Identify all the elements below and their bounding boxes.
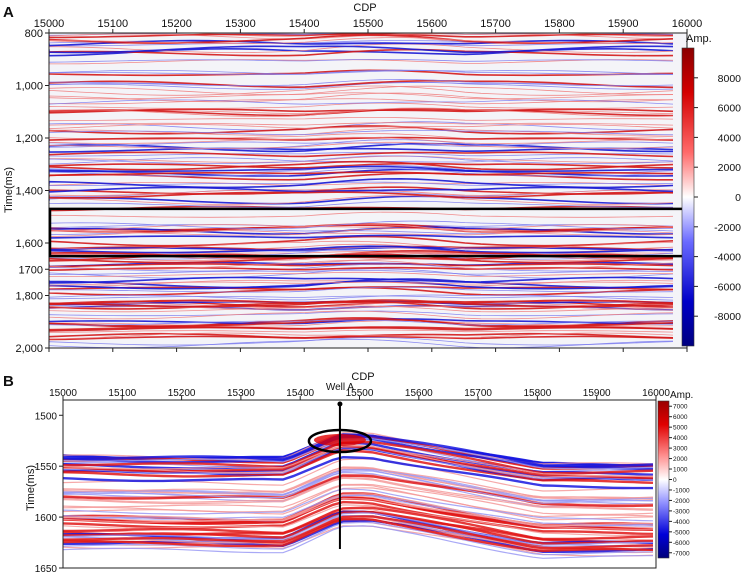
- panel-a-colorbar-tick-label: 2000: [718, 162, 742, 174]
- panel-b-x-title: CDP: [351, 371, 374, 383]
- panel-b-anomaly-ellipse: [307, 428, 373, 454]
- panel-a-x-tick-label: 15400: [289, 18, 320, 30]
- panel-a-y-tick-label: 1,400: [15, 186, 43, 198]
- panel-b-letter: B: [3, 373, 14, 390]
- panel-b-colorbar-tick-label: -7000: [673, 550, 690, 557]
- panel-b-y-tick-label: 1500: [35, 411, 58, 422]
- panel-b-x-tick-label: 15400: [286, 388, 314, 399]
- panel-b-x-tick-label: 15700: [464, 388, 492, 399]
- panel-a-x-tick-label: 15600: [417, 18, 448, 30]
- panel-b-colorbar-title: Amp.: [670, 390, 693, 401]
- panel-b-colorbar-tick-label: -3000: [673, 508, 690, 515]
- panel-a-colorbar: [681, 47, 695, 347]
- panel-a-x-tick-label: 15300: [225, 18, 256, 30]
- panel-b-x-tick-label: 15800: [523, 388, 551, 399]
- panel-b-x-tick-label: 15000: [49, 388, 77, 399]
- panel-b-seismic-section: [63, 432, 654, 559]
- panel-a-colorbar-tick-label: 4000: [718, 132, 742, 144]
- panel-b-y-title: Time(ms): [25, 465, 37, 511]
- panel-a-y-tick-label: 800: [25, 28, 43, 40]
- panel-b-colorbar-tick-label: 4000: [673, 435, 688, 442]
- panel-a-y-tick-label: 1,800: [15, 291, 43, 303]
- panel-b-colorbar-tick-label: -2000: [673, 498, 690, 505]
- panel-b-y-tick-label: 1550: [35, 462, 58, 473]
- panel-a-x-tick-label: 15000: [34, 18, 65, 30]
- panel-b-x-tick-label: 15900: [583, 388, 611, 399]
- panel-b-y-tick-label: 1600: [35, 513, 58, 524]
- panel-a-seismic-section: [49, 33, 687, 348]
- panel-b-colorbar-tick-label: 1000: [673, 467, 688, 474]
- panel-a-y-tick-label: 1,000: [15, 81, 43, 93]
- panel-a-colorbar-title: Amp.: [686, 33, 712, 45]
- panel-b-colorbar-tick-label: 0: [673, 477, 677, 484]
- panel-a-colorbar-tick-label: -8000: [714, 311, 741, 323]
- panel-a-x-tick-label: 16000: [672, 18, 703, 30]
- panel-a-y-tick-label: 2,000: [15, 343, 43, 355]
- panel-b-x-tick-label: 15100: [108, 388, 136, 399]
- panel-a-x-tick-label: 15500: [353, 18, 384, 30]
- panel-a-x-tick-label: 15800: [544, 18, 575, 30]
- panel-b-colorbar-tick-label: 7000: [673, 404, 688, 411]
- well-a-label: Well A: [326, 382, 354, 393]
- panel-b-colorbar-tick-label: 6000: [673, 414, 688, 421]
- panel-b-x-tick-label: 15200: [168, 388, 196, 399]
- panel-b-colorbar-tick-label: 2000: [673, 456, 688, 463]
- panel-b-colorbar-tick-label: -6000: [673, 540, 690, 547]
- panel-a-colorbar-tick-label: -6000: [714, 281, 741, 293]
- panel-b-axes: 15000 15100 15200 15300 15400 15500 15600 15700…: [35, 388, 671, 575]
- panel-b-colorbar-tick-label: 5000: [673, 425, 688, 432]
- panel-a-x-tick-label: 15900: [608, 18, 639, 30]
- panel-a-colorbar-tick-label: -4000: [714, 252, 741, 264]
- panel-a-colorbar-ticks: 8000 6000 4000 2000 0 -2000 -4000 -6000 -8000: [694, 73, 741, 323]
- panel-b-x-tick-label: 16000: [642, 388, 670, 399]
- panel-b-colorbar-tick-label: 3000: [673, 446, 688, 453]
- panel-a-y-tick-label: 1700: [19, 264, 43, 276]
- panel-a-x-title: CDP: [353, 2, 376, 14]
- panel-a-axes: 15000 15100 15200 15300 15400 15500 15600 15700…: [15, 18, 702, 355]
- panel-b-colorbar-tick-label: -4000: [673, 519, 690, 526]
- panel-a-y-tick-label: 1,600: [15, 238, 43, 250]
- panel-a-y-title: Time(ms): [3, 167, 15, 213]
- panel-b-colorbar-tick-label: -5000: [673, 529, 690, 536]
- panel-a-y-tick-label: 1,200: [15, 133, 43, 145]
- panel-a-colorbar-tick-label: 6000: [718, 103, 742, 115]
- panel-b-x-tick-label: 15600: [405, 388, 433, 399]
- panel-b-colorbar-tick-label: -1000: [673, 487, 690, 494]
- panel-a-x-tick-label: 15200: [161, 18, 192, 30]
- panel-a-letter: A: [3, 4, 14, 21]
- panel-b-colorbar: [657, 400, 670, 559]
- panel-b-y-tick-label: 1650: [35, 564, 58, 575]
- well-a-top-marker: [337, 401, 343, 407]
- panel-b-x-tick-label: 15300: [227, 388, 255, 399]
- panel-a-x-tick-label: 15700: [480, 18, 511, 30]
- panel-a-x-tick-label: 15100: [98, 18, 129, 30]
- panel-a-colorbar-tick-label: 0: [735, 192, 741, 204]
- panel-a-colorbar-tick-label: 8000: [718, 73, 742, 85]
- panel-a-colorbar-tick-label: -2000: [714, 222, 741, 234]
- panel-b-colorbar-ticks: 7000 6000 5000 4000 3000 2000 1000 0 -1000 -2000 -…: [669, 404, 690, 557]
- panel-b-x-tick-label: 15500: [346, 388, 374, 399]
